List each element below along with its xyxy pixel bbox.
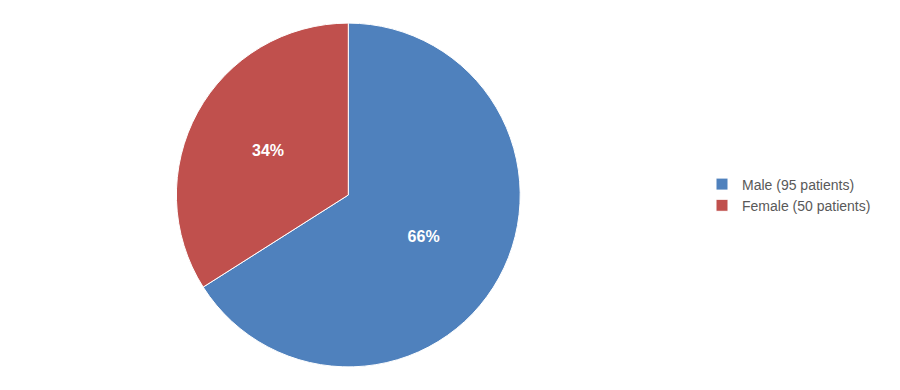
svg-text:66%: 66% bbox=[408, 228, 440, 245]
svg-text:34%: 34% bbox=[252, 142, 284, 159]
svg-text:Female (50 patients): Female (50 patients) bbox=[742, 198, 870, 214]
svg-text:Male (95 patients): Male (95 patients) bbox=[742, 177, 854, 193]
